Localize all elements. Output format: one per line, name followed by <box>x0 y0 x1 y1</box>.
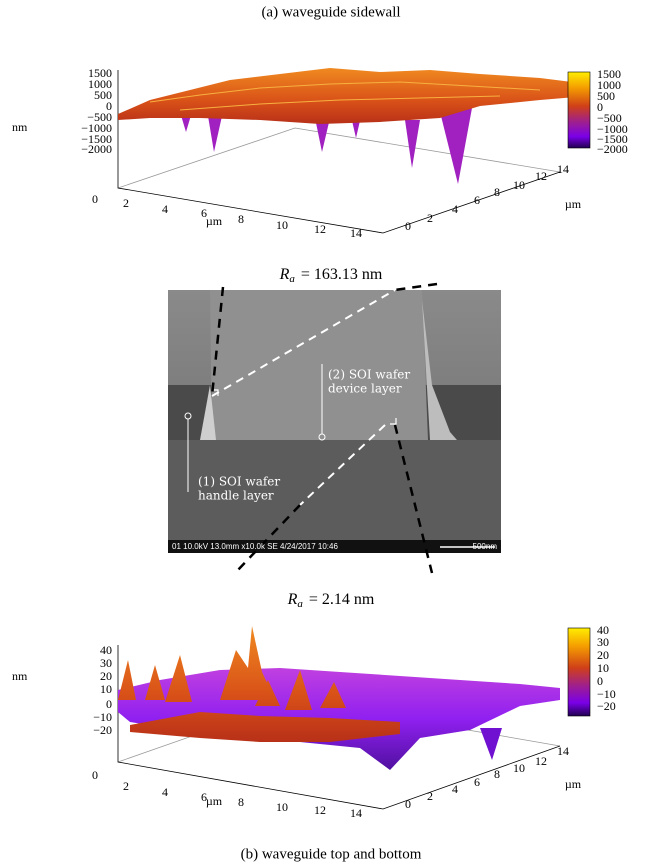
y-tick-label: 4 <box>452 782 458 796</box>
y-axis-label: µm <box>565 197 582 211</box>
colorbar-tick-label: 30 <box>597 635 609 649</box>
z-tick-label: −500 <box>87 110 112 124</box>
z-tick-label: −10 <box>93 710 112 724</box>
x-tick-label: 8 <box>238 795 244 809</box>
y-tick-label: 14 <box>557 744 569 758</box>
y-tick-label: 4 <box>452 202 458 216</box>
x-tick-label: 2 <box>123 196 129 210</box>
y-tick-label: 2 <box>427 211 433 225</box>
z-tick-label: −20 <box>93 723 112 737</box>
x-tick-label: 4 <box>162 202 168 216</box>
plot-a-frame <box>117 70 561 234</box>
zoom-lines <box>210 282 438 574</box>
y-tick-label: 10 <box>513 761 525 775</box>
origin-label: 0 <box>92 192 98 206</box>
x-tick-label: 10 <box>276 218 288 232</box>
colorbar-tick-label: 1000 <box>597 78 621 92</box>
z-axis-label: nm <box>12 120 28 134</box>
y-tick-label: 8 <box>494 767 500 781</box>
sem-scale: 500nm <box>473 542 498 551</box>
z-axis-label: nm <box>12 669 28 683</box>
y-axis-label: µm <box>565 777 582 791</box>
caption: (a) waveguide sidewall <box>261 4 400 20</box>
x-axis-label: µm <box>206 214 223 228</box>
z-tick-label: 20 <box>100 669 112 683</box>
colorbar-tick-label: 20 <box>597 648 609 662</box>
y-tick-label: 10 <box>513 178 525 192</box>
colorbar-tick-label: 10 <box>597 661 609 675</box>
colorbar-tick-label: −20 <box>597 699 616 713</box>
x-tick-label: 10 <box>276 800 288 814</box>
y-tick-label: 6 <box>474 775 480 789</box>
x-axis-label: µm <box>206 794 223 808</box>
colorbar <box>567 71 591 149</box>
x-tick-label: 6 <box>201 206 207 220</box>
y-tick-label: 12 <box>535 169 547 183</box>
colorbar-tick-label: −500 <box>597 111 622 125</box>
colorbar <box>567 627 591 717</box>
annotation: handle layer <box>198 489 274 503</box>
y-tick-label: 6 <box>474 193 480 207</box>
z-tick-label: −2000 <box>81 142 112 156</box>
x-tick-label: 8 <box>238 212 244 226</box>
z-tick-label: −1000 <box>81 121 112 135</box>
z-tick-label: 1500 <box>88 66 112 80</box>
x-tick-label: 14 <box>350 806 362 820</box>
roughness-label: Ra = 163.13 nm <box>279 266 383 285</box>
colorbar-tick-label: 0 <box>597 674 603 688</box>
annotation: (2) SOI wafer <box>328 368 410 382</box>
z-tick-label: 1000 <box>88 77 112 91</box>
x-tick-label: 12 <box>314 803 326 817</box>
sem-image <box>168 289 501 553</box>
y-tick-label: 12 <box>535 754 547 768</box>
x-tick-label: 12 <box>314 222 326 236</box>
x-tick-label: 2 <box>123 779 129 793</box>
roughness-label: Ra = 2.14 nm <box>287 591 375 610</box>
colorbar-tick-label: −2000 <box>597 142 628 156</box>
colorbar-tick-label: −1500 <box>597 132 628 146</box>
colorbar-tick-label: −10 <box>597 687 616 701</box>
colorbar-tick-label: 0 <box>597 100 603 114</box>
y-tick-label: 0 <box>405 797 411 811</box>
annotation: (1) SOI wafer <box>198 475 280 489</box>
colorbar-tick-label: 1500 <box>597 67 621 81</box>
z-tick-label: 40 <box>100 643 112 657</box>
colorbar-tick-label: 40 <box>597 623 609 637</box>
caption: (b) waveguide top and bottom <box>241 846 422 862</box>
colorbar-tick-label: 500 <box>597 89 615 103</box>
z-tick-label: 500 <box>94 88 112 102</box>
y-tick-label: 2 <box>427 789 433 803</box>
plot-b-surface <box>118 626 560 770</box>
origin-label: 0 <box>92 768 98 782</box>
z-tick-label: 30 <box>100 656 112 670</box>
x-tick-label: 4 <box>162 785 168 799</box>
x-tick-label: 6 <box>201 790 207 804</box>
x-tick-label: 14 <box>350 226 362 240</box>
y-tick-label: 8 <box>494 185 500 199</box>
annotation: device layer <box>328 382 402 396</box>
colorbar-tick-label: −1000 <box>597 122 628 136</box>
z-tick-label: 0 <box>106 99 112 113</box>
y-tick-label: 14 <box>557 162 569 176</box>
z-tick-label: −1500 <box>81 132 112 146</box>
z-tick-label: 10 <box>100 682 112 696</box>
sem-info: 01 10.0kV 13.0mm x10.0k SE 4/24/2017 10:… <box>172 542 338 551</box>
z-tick-label: 0 <box>106 697 112 711</box>
plot-a-surface <box>118 68 588 184</box>
y-tick-label: 0 <box>405 219 411 233</box>
